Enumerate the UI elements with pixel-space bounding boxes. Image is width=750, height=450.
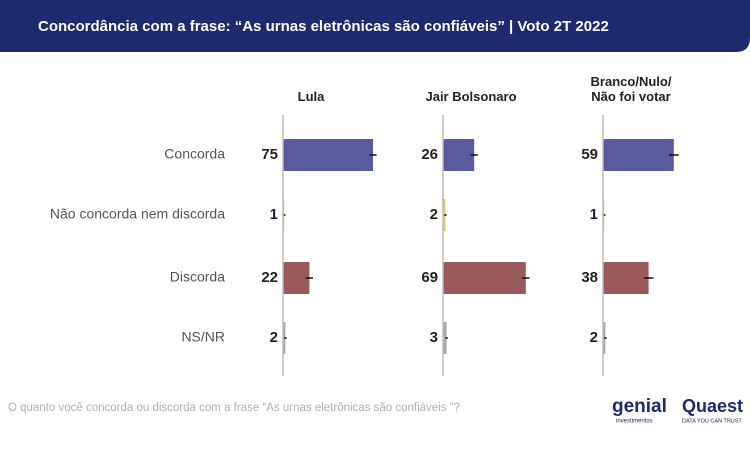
- bar: [603, 262, 649, 294]
- bar: [443, 262, 526, 294]
- value-label: 2: [430, 206, 438, 223]
- chart-title: Concordância com a frase: “As urnas elet…: [38, 18, 609, 35]
- value-label: 69: [421, 269, 438, 286]
- bar: [283, 262, 310, 294]
- value-label: 75: [261, 146, 278, 163]
- category-label: NS/NR: [181, 329, 225, 345]
- category-label: Não concorda nem discorda: [50, 206, 225, 222]
- logo-genial-sub: investimentos: [616, 419, 653, 425]
- value-label: 59: [581, 146, 598, 163]
- bar: [603, 139, 674, 171]
- value-label: 3: [430, 329, 438, 346]
- category-label: Discorda: [170, 269, 225, 285]
- value-label: 26: [421, 146, 438, 163]
- header-band: [0, 0, 750, 52]
- bar: [283, 139, 373, 171]
- logo-quaest-sub: DATA YOU CAN TRUST: [682, 418, 742, 424]
- footnote: O quanto você concorda ou discorda com a…: [8, 402, 460, 414]
- logo-quaest: Quaest: [682, 396, 743, 416]
- panel-header: Lula: [297, 89, 325, 104]
- category-label: Concorda: [164, 146, 225, 162]
- value-label: 22: [261, 269, 278, 286]
- bar: [443, 139, 475, 171]
- bar: [443, 322, 447, 354]
- value-label: 2: [270, 329, 278, 346]
- value-label: 1: [590, 206, 598, 223]
- value-label: 38: [581, 269, 598, 286]
- logo-genial: genial: [612, 396, 667, 417]
- panel-header: Branco/Nulo/ Não foi votar: [590, 74, 672, 104]
- value-label: 1: [270, 206, 278, 223]
- value-label: 2: [590, 329, 598, 346]
- panel-header: Jair Bolsonaro: [425, 89, 517, 104]
